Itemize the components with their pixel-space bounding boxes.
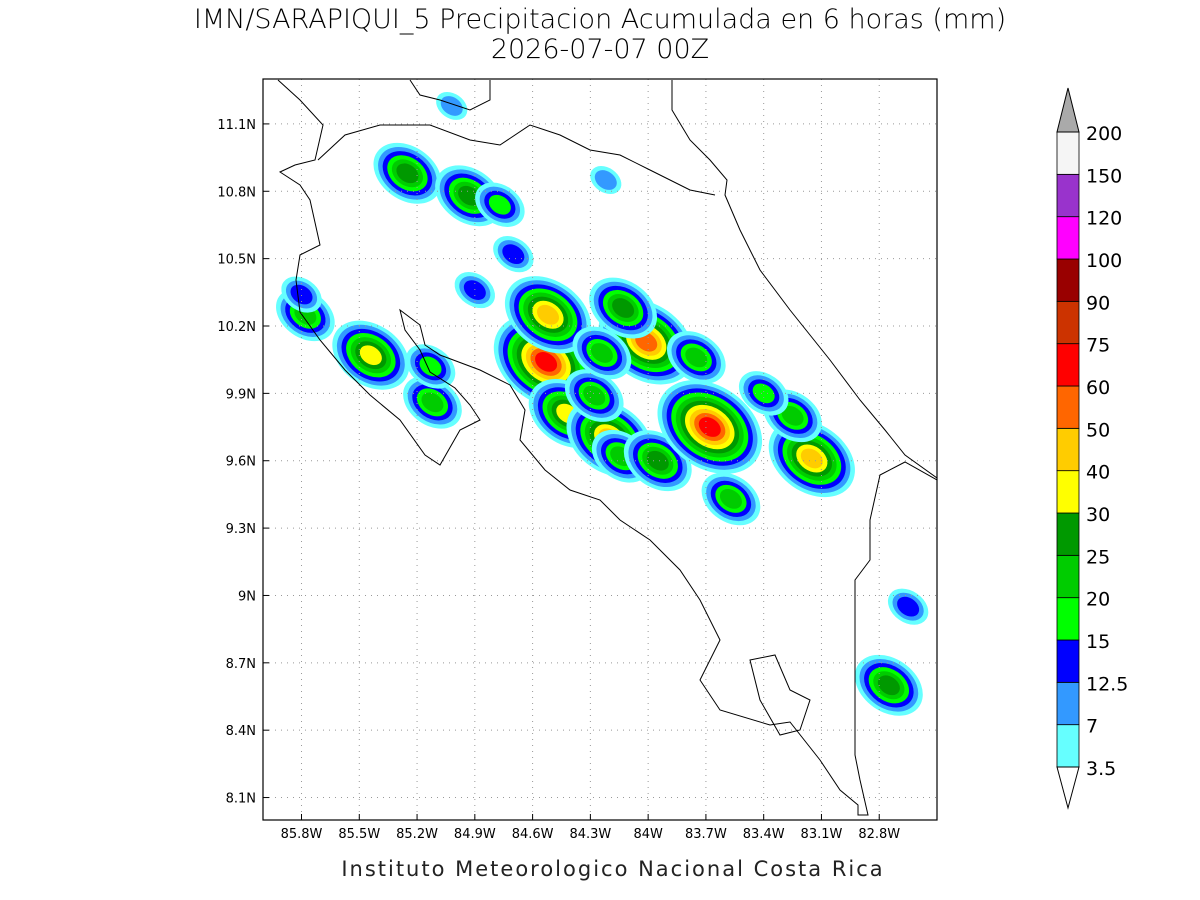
colorbar-label: 12.5 xyxy=(1086,673,1128,695)
x-tick-label: 84.6W xyxy=(512,827,554,842)
footer: Instituto Meteorologico Nacional Costa R… xyxy=(341,857,884,881)
x-tick-label: 84W xyxy=(633,827,663,842)
precip-cell xyxy=(535,352,558,372)
colorbar-label: 200 xyxy=(1086,123,1122,145)
precip-cell xyxy=(290,284,313,305)
chart-subtitle: 2026-07-07 00Z xyxy=(491,34,709,65)
y-tick-label: 10.2N xyxy=(217,320,256,335)
colorbar-cell xyxy=(1056,724,1080,768)
precip-cell xyxy=(440,96,463,116)
y-tick-label: 8.7N xyxy=(226,657,256,672)
y-tick-label: 8.4N xyxy=(226,724,256,739)
precip-cell xyxy=(583,385,606,406)
precip-cell xyxy=(719,489,742,509)
x-tick-label: 84.9W xyxy=(454,827,496,842)
colorbar-label: 7 xyxy=(1086,716,1098,738)
grid: 85.8W 85.5W 85.2W 84.9W 84.6W 84.3W 84W 83.7W 83… xyxy=(217,79,937,842)
precip-cell xyxy=(488,194,511,215)
colorbar-label: 60 xyxy=(1086,377,1110,399)
colorbar-label: 40 xyxy=(1086,462,1110,484)
precip-cell xyxy=(781,405,804,426)
x-tick-label: 85.5W xyxy=(338,827,380,842)
colorbar-label: 50 xyxy=(1086,419,1110,441)
plot-frame xyxy=(262,78,938,821)
y-tick-label: 10.8N xyxy=(217,185,256,200)
y-tick-label: 9.6N xyxy=(226,455,256,470)
precip-cell xyxy=(463,280,486,300)
x-tick-label: 85.8W xyxy=(281,827,323,842)
x-tick-label: 85.2W xyxy=(396,827,438,842)
colorbar-cell xyxy=(1056,554,1080,599)
colorbar-label: 25 xyxy=(1086,546,1110,568)
y-tick-label: 10.5N xyxy=(217,253,256,268)
colorbar-cell xyxy=(1056,385,1080,429)
precip-cell xyxy=(752,383,775,404)
y-tick-label: 9.9N xyxy=(226,387,256,402)
colorbar-label: 15 xyxy=(1086,631,1110,653)
x-tick-label: 83.1W xyxy=(801,827,843,842)
precip-cell xyxy=(458,185,481,206)
colorbar-cell xyxy=(1056,470,1080,514)
precip-cell xyxy=(590,343,613,363)
colorbar-label: 20 xyxy=(1086,589,1110,611)
colorbar-over xyxy=(1056,87,1080,133)
colorbar-label: 90 xyxy=(1086,292,1110,314)
colorbar-cell xyxy=(1056,216,1080,260)
precip-cell xyxy=(421,392,444,413)
colorbar-cell xyxy=(1056,131,1080,175)
y-tick-label: 9.3N xyxy=(226,522,256,537)
colorbar-cell xyxy=(1056,427,1080,472)
colorbar-label: 120 xyxy=(1086,208,1122,230)
colorbar-cell xyxy=(1056,300,1080,345)
precip-cell xyxy=(359,345,382,366)
colorbar-label: 75 xyxy=(1086,335,1110,357)
y-tick-label: 11.1N xyxy=(217,118,256,133)
precip-cell xyxy=(646,450,669,471)
colorbar-cell xyxy=(1056,681,1080,726)
precip-cell xyxy=(536,304,560,325)
precip-cell xyxy=(502,244,525,265)
colorbar-label: 150 xyxy=(1086,165,1122,187)
precip-cell xyxy=(396,163,419,184)
precip-cell xyxy=(897,596,920,617)
precip-cell xyxy=(612,298,635,318)
colorbar-cell xyxy=(1056,173,1080,218)
colorbar: 3.5 7 12.5 15 20 25 30 40 50 60 75 90 100 120 150 200 xyxy=(1056,87,1128,810)
colorbar-cell xyxy=(1056,258,1080,302)
colorbar-cell xyxy=(1056,597,1080,641)
x-tick-label: 84.3W xyxy=(569,827,611,842)
colorbar-cell xyxy=(1056,639,1080,683)
colorbar-under xyxy=(1056,766,1080,810)
precip-cell xyxy=(685,347,708,368)
colorbar-cell xyxy=(1056,343,1080,387)
x-tick-label: 82.8W xyxy=(858,827,900,842)
colorbar-cell xyxy=(1056,512,1080,556)
precipitation xyxy=(276,91,929,716)
colorbar-label: 30 xyxy=(1086,504,1110,526)
precip-cell xyxy=(800,448,823,469)
colorbar-label: 3.5 xyxy=(1086,758,1116,780)
colorbar-label: 100 xyxy=(1086,250,1122,272)
x-tick-label: 83.7W xyxy=(685,827,727,842)
chart-title: IMN/SARAPIQUI_5 Precipitacion Acumulada … xyxy=(194,4,1006,35)
precip-cell xyxy=(594,170,617,190)
coastline xyxy=(277,79,937,816)
y-tick-label: 9N xyxy=(238,589,256,604)
precip-cell xyxy=(877,675,900,696)
y-tick-label: 8.1N xyxy=(226,792,256,807)
x-tick-label: 83.4W xyxy=(743,827,785,842)
precip-cell xyxy=(698,417,721,437)
